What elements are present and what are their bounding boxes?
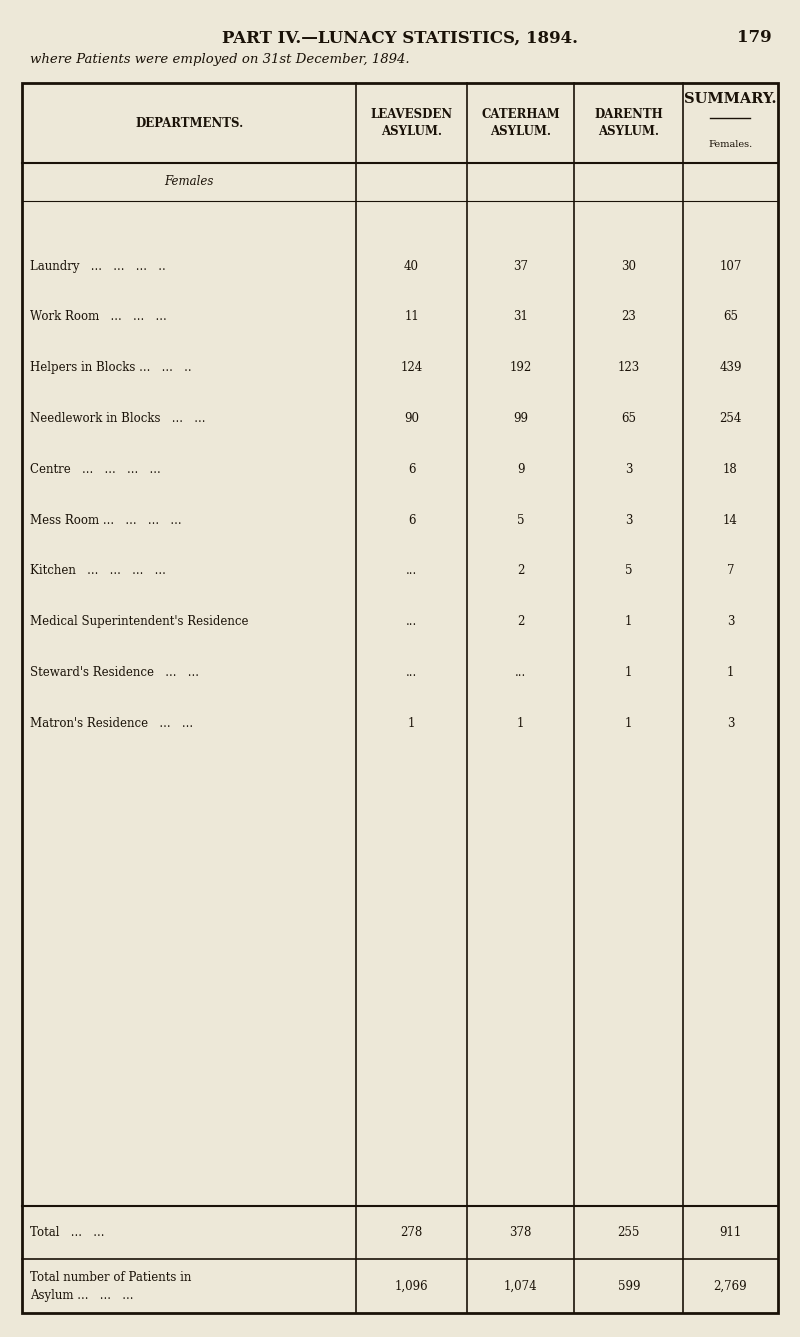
Text: 1,096: 1,096 [394,1280,429,1293]
Text: 107: 107 [719,259,742,273]
Text: 6: 6 [408,463,415,476]
Text: 65: 65 [622,412,636,425]
Text: Helpers in Blocks ...   ...   ..: Helpers in Blocks ... ... .. [30,361,192,374]
Text: 1: 1 [408,717,415,730]
Text: 378: 378 [510,1226,532,1239]
Text: Centre   ...   ...   ...   ...: Centre ... ... ... ... [30,463,161,476]
Text: 9: 9 [517,463,525,476]
Text: 255: 255 [618,1226,640,1239]
Text: 1,074: 1,074 [504,1280,538,1293]
Text: 911: 911 [719,1226,742,1239]
Text: LEAVESDEN
ASYLUM.: LEAVESDEN ASYLUM. [370,108,453,138]
Text: 1: 1 [625,717,633,730]
Text: PART IV.—LUNACY STATISTICS, 1894.: PART IV.—LUNACY STATISTICS, 1894. [222,29,578,47]
Text: 278: 278 [401,1226,422,1239]
Text: 40: 40 [404,259,419,273]
Text: 90: 90 [404,412,419,425]
Text: 599: 599 [618,1280,640,1293]
Text: DARENTH
ASYLUM.: DARENTH ASYLUM. [594,108,663,138]
Text: 124: 124 [401,361,422,374]
Text: 192: 192 [510,361,532,374]
Text: 1: 1 [517,717,525,730]
Text: where Patients were employed on 31st December, 1894.: where Patients were employed on 31st Dec… [30,53,410,67]
Text: 7: 7 [726,564,734,578]
Text: Mess Room ...   ...   ...   ...: Mess Room ... ... ... ... [30,513,182,527]
Text: 1: 1 [726,666,734,679]
Text: 23: 23 [622,310,636,324]
Text: 123: 123 [618,361,640,374]
Text: 6: 6 [408,513,415,527]
Text: 2: 2 [517,615,525,628]
Text: CATERHAM
ASYLUM.: CATERHAM ASYLUM. [482,108,560,138]
Text: Females: Females [165,175,214,189]
Text: 3: 3 [625,463,633,476]
Text: 65: 65 [723,310,738,324]
Text: 179: 179 [738,29,772,47]
Text: 30: 30 [622,259,636,273]
Text: 11: 11 [404,310,419,324]
Text: 3: 3 [726,717,734,730]
Text: 99: 99 [514,412,528,425]
Text: Females.: Females. [708,140,753,148]
Text: 5: 5 [625,564,633,578]
Text: 14: 14 [723,513,738,527]
Text: ...: ... [406,666,418,679]
Text: DEPARTMENTS.: DEPARTMENTS. [135,116,243,130]
Text: Steward's Residence   ...   ...: Steward's Residence ... ... [30,666,199,679]
Text: ...: ... [515,666,526,679]
Text: 1: 1 [625,615,633,628]
Text: Kitchen   ...   ...   ...   ...: Kitchen ... ... ... ... [30,564,166,578]
Text: 37: 37 [514,259,528,273]
Text: ...: ... [406,564,418,578]
Text: Laundry   ...   ...   ...   ..: Laundry ... ... ... .. [30,259,166,273]
Text: Work Room   ...   ...   ...: Work Room ... ... ... [30,310,167,324]
Text: Matron's Residence   ...   ...: Matron's Residence ... ... [30,717,194,730]
Text: SUMMARY.: SUMMARY. [684,92,777,106]
Text: 31: 31 [514,310,528,324]
Text: 254: 254 [719,412,742,425]
Text: 3: 3 [726,615,734,628]
Text: 439: 439 [719,361,742,374]
Text: ...: ... [406,615,418,628]
Text: 5: 5 [517,513,525,527]
Text: Total number of Patients in
Asylum ...   ...   ...: Total number of Patients in Asylum ... .… [30,1270,192,1302]
Text: 2: 2 [517,564,525,578]
Text: 2,769: 2,769 [714,1280,747,1293]
Text: Needlework in Blocks   ...   ...: Needlework in Blocks ... ... [30,412,206,425]
Text: 1: 1 [625,666,633,679]
Text: 18: 18 [723,463,738,476]
Text: Total   ...   ...: Total ... ... [30,1226,105,1239]
Text: Medical Superintendent's Residence: Medical Superintendent's Residence [30,615,249,628]
Text: 3: 3 [625,513,633,527]
